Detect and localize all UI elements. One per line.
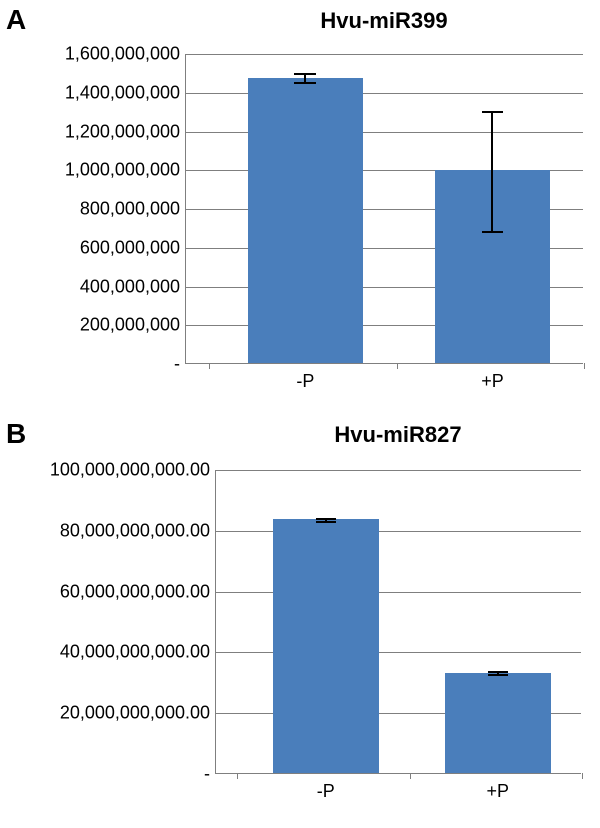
error-bar-cap	[482, 231, 504, 233]
xtick-label: +P	[487, 773, 510, 802]
bar	[273, 519, 379, 773]
ytick-label: 200,000,000	[80, 315, 186, 336]
plot-area-A: -200,000,000400,000,000600,000,000800,00…	[185, 54, 583, 364]
xtick-label: -P	[296, 363, 314, 392]
ytick-label: 1,600,000,000	[65, 44, 186, 65]
page: AHvu-miR399-200,000,000400,000,000600,00…	[0, 0, 600, 828]
panel-B: BHvu-miR827-20,000,000,000.0040,000,000,…	[0, 418, 600, 824]
plot-area-B: -20,000,000,000.0040,000,000,000.0060,00…	[215, 470, 581, 774]
gridline	[216, 470, 581, 471]
error-bar-cap	[294, 73, 316, 75]
gridline	[186, 54, 583, 55]
gridline	[216, 531, 581, 532]
error-bar	[491, 112, 493, 232]
error-bar-cap	[316, 518, 336, 520]
ytick-label: 600,000,000	[80, 237, 186, 258]
xtick-label: -P	[317, 773, 335, 802]
panel-letter-B: B	[6, 418, 26, 450]
xtick-label: +P	[481, 363, 504, 392]
bar	[248, 78, 363, 363]
ytick-label: 400,000,000	[80, 276, 186, 297]
panel-letter-A: A	[6, 4, 26, 36]
chart-title-A: Hvu-miR399	[264, 8, 504, 34]
ytick-label: 1,400,000,000	[65, 82, 186, 103]
xtick-mark	[209, 363, 210, 369]
ytick-label: 40,000,000,000.00	[60, 642, 216, 663]
gridline	[216, 592, 581, 593]
gridline	[186, 93, 583, 94]
ytick-label: 20,000,000,000.00	[60, 703, 216, 724]
ytick-label: -	[174, 354, 186, 375]
xtick-mark	[582, 773, 583, 779]
xtick-mark	[410, 773, 411, 779]
gridline	[216, 652, 581, 653]
error-bar-cap	[488, 671, 508, 673]
error-bar-cap	[488, 674, 508, 676]
xtick-mark	[237, 773, 238, 779]
error-bar-cap	[294, 82, 316, 84]
bar	[445, 673, 551, 773]
error-bar-cap	[482, 111, 504, 113]
chart-title-B: Hvu-miR827	[278, 422, 518, 448]
xtick-mark	[397, 363, 398, 369]
panel-A: AHvu-miR399-200,000,000400,000,000600,00…	[0, 4, 600, 414]
ytick-label: 100,000,000,000.00	[50, 460, 216, 481]
ytick-label: 1,200,000,000	[65, 121, 186, 142]
ytick-label: 1,000,000,000	[65, 160, 186, 181]
error-bar-cap	[316, 521, 336, 523]
ytick-label: -	[204, 764, 216, 785]
ytick-label: 60,000,000,000.00	[60, 581, 216, 602]
ytick-label: 80,000,000,000.00	[60, 520, 216, 541]
xtick-mark	[584, 363, 585, 369]
gridline	[186, 132, 583, 133]
ytick-label: 800,000,000	[80, 199, 186, 220]
